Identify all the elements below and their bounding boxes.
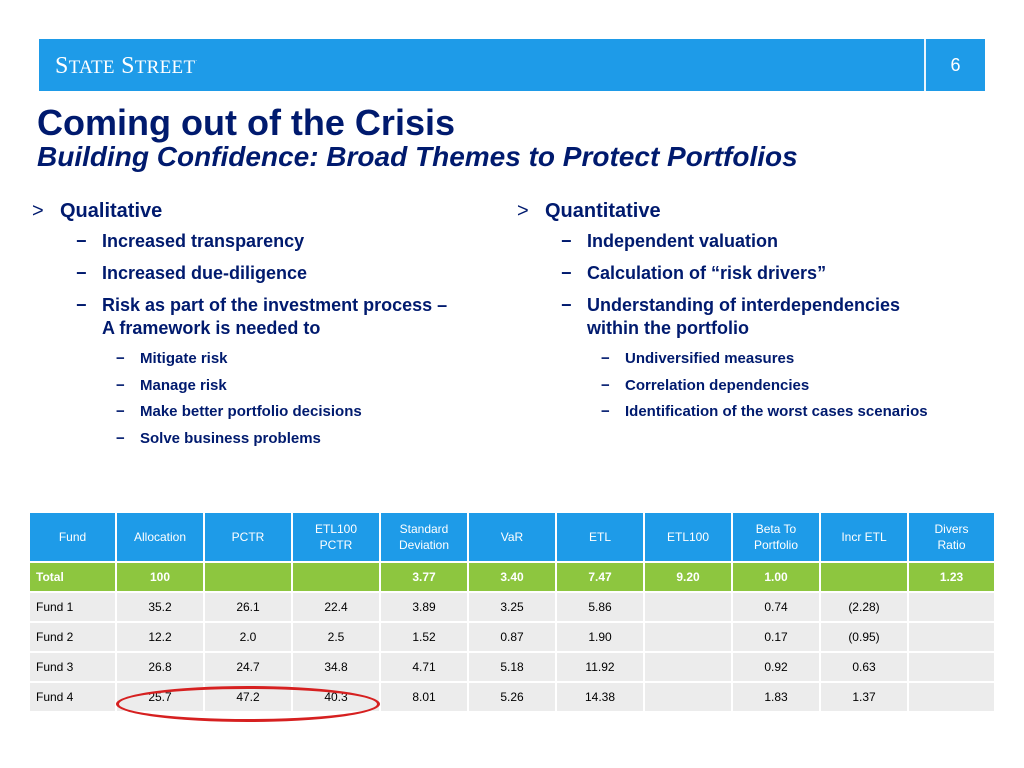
table-cell: 4.71 xyxy=(379,651,469,683)
table-cell: 1.37 xyxy=(819,681,909,713)
list-item: − Increased transparency xyxy=(76,231,305,251)
table-cell: 0.17 xyxy=(731,621,821,653)
table-cell: Fund 1 xyxy=(28,591,117,623)
sub-list-item: − Mitigate risk xyxy=(116,350,228,367)
qualitative-heading: > Qualitative xyxy=(32,200,163,222)
table-cell xyxy=(203,561,293,593)
table-cell: 5.18 xyxy=(467,651,557,683)
table-cell: 14.38 xyxy=(555,681,645,713)
sub-list-item: − Manage risk xyxy=(116,376,227,394)
table-cell: 0.63 xyxy=(819,651,909,683)
table-cell xyxy=(643,651,733,683)
column-header: Beta To Portfolio xyxy=(731,511,821,563)
table-cell: 24.7 xyxy=(203,651,293,683)
column-header: ETL100 xyxy=(643,511,733,563)
table-total-row: Total 100 3.77 3.40 7.47 9.20 1.00 1.23 xyxy=(28,561,996,593)
table-cell: 1.23 xyxy=(907,561,996,593)
table-cell: 1.90 xyxy=(555,621,645,653)
table-cell: Fund 2 xyxy=(28,621,117,653)
header-bar: STATE STREET. 6 xyxy=(39,39,985,91)
slide-subtitle: Building Confidence: Broad Themes to Pro… xyxy=(37,141,798,172)
table-cell xyxy=(907,681,996,713)
table-cell: Total xyxy=(28,561,117,593)
table-cell: 2.0 xyxy=(203,621,293,653)
fund-risk-table: Fund Allocation PCTR ETL100 PCTR Standard… xyxy=(28,511,996,713)
table-cell: 3.89 xyxy=(379,591,469,623)
sub-list-item: − Solve business problems xyxy=(116,429,321,447)
table-cell: 1.83 xyxy=(731,681,821,713)
table-row: Fund 1 35.2 26.1 22.4 3.89 3.25 5.86 0.7… xyxy=(28,591,996,623)
table-cell xyxy=(907,651,996,683)
table-cell: Fund 3 xyxy=(28,651,117,683)
table-cell: 35.2 xyxy=(115,591,205,623)
page-number: 6 xyxy=(950,55,961,75)
table-cell: 0.87 xyxy=(467,621,557,653)
list-item: − Independent valuation xyxy=(561,231,779,251)
table-cell: 26.1 xyxy=(203,591,293,623)
qualitative-column: > Qualitative − Increased transparency − In… xyxy=(30,198,500,455)
table-cell xyxy=(643,591,733,623)
table-cell xyxy=(907,621,996,653)
sub-list-item: − Correlation dependencies xyxy=(601,376,810,394)
table-cell: 3.77 xyxy=(379,561,469,593)
table-cell: 3.25 xyxy=(467,591,557,623)
list-item: − Increased due-diligence xyxy=(76,263,308,283)
table-cell: Fund 4 xyxy=(28,681,117,713)
column-header: Allocation xyxy=(115,511,205,563)
table-cell: 0.74 xyxy=(731,591,821,623)
table-cell: 8.01 xyxy=(379,681,469,713)
column-header: Standard Deviation xyxy=(379,511,469,563)
table-cell: 0.92 xyxy=(731,651,821,683)
state-street-logo: STATE STREET. xyxy=(55,53,198,79)
column-header: Incr ETL xyxy=(819,511,909,563)
table-cell: 11.92 xyxy=(555,651,645,683)
table-cell: 3.40 xyxy=(467,561,557,593)
sub-list-item: − Undiversified measures xyxy=(601,350,795,367)
table-cell: 5.26 xyxy=(467,681,557,713)
list-item: − Calculation of “risk drivers” xyxy=(561,263,827,283)
table-cell xyxy=(291,561,381,593)
table-cell xyxy=(643,681,733,713)
table-cell: (0.95) xyxy=(819,621,909,653)
table-cell: 9.20 xyxy=(643,561,733,593)
column-header: PCTR xyxy=(203,511,293,563)
table-cell: 34.8 xyxy=(291,651,381,683)
sub-list-item: − Identification of the worst cases scena… xyxy=(601,403,928,421)
table-cell xyxy=(643,621,733,653)
sub-list-item: − Make better portfolio decisions xyxy=(116,403,362,421)
list-item: − Risk as part of the investment process … xyxy=(76,295,448,338)
column-header: VaR xyxy=(467,511,557,563)
table-cell: 26.8 xyxy=(115,651,205,683)
table-cell: 7.47 xyxy=(555,561,645,593)
table-cell: 2.5 xyxy=(291,621,381,653)
table-cell xyxy=(819,561,909,593)
table-header-row: Fund Allocation PCTR ETL100 PCTR Standard… xyxy=(28,511,996,563)
column-header: ETL xyxy=(555,511,645,563)
highlight-ellipse xyxy=(116,686,380,722)
table-cell: 12.2 xyxy=(115,621,205,653)
table-row: Fund 2 12.2 2.0 2.5 1.52 0.87 1.90 0.17 … xyxy=(28,621,996,653)
table-cell xyxy=(907,591,996,623)
list-item: − Understanding of interdependencies withi… xyxy=(561,295,901,338)
quantitative-heading: > Quantitative xyxy=(517,200,661,222)
slide-title: Coming out of the Crisis xyxy=(37,102,455,143)
table-cell: 100 xyxy=(115,561,205,593)
table-cell: 1.00 xyxy=(731,561,821,593)
table-row: Fund 3 26.8 24.7 34.8 4.71 5.18 11.92 0.… xyxy=(28,651,996,683)
table-cell: 5.86 xyxy=(555,591,645,623)
column-header: Fund xyxy=(28,511,117,563)
quantitative-column: > Quantitative − Independent valuation − Ca… xyxy=(515,198,1005,429)
column-header: ETL100 PCTR xyxy=(291,511,381,563)
table-cell: 1.52 xyxy=(379,621,469,653)
table-cell: 22.4 xyxy=(291,591,381,623)
column-header: Divers Ratio xyxy=(907,511,996,563)
table-cell: (2.28) xyxy=(819,591,909,623)
header-divider xyxy=(924,39,926,91)
